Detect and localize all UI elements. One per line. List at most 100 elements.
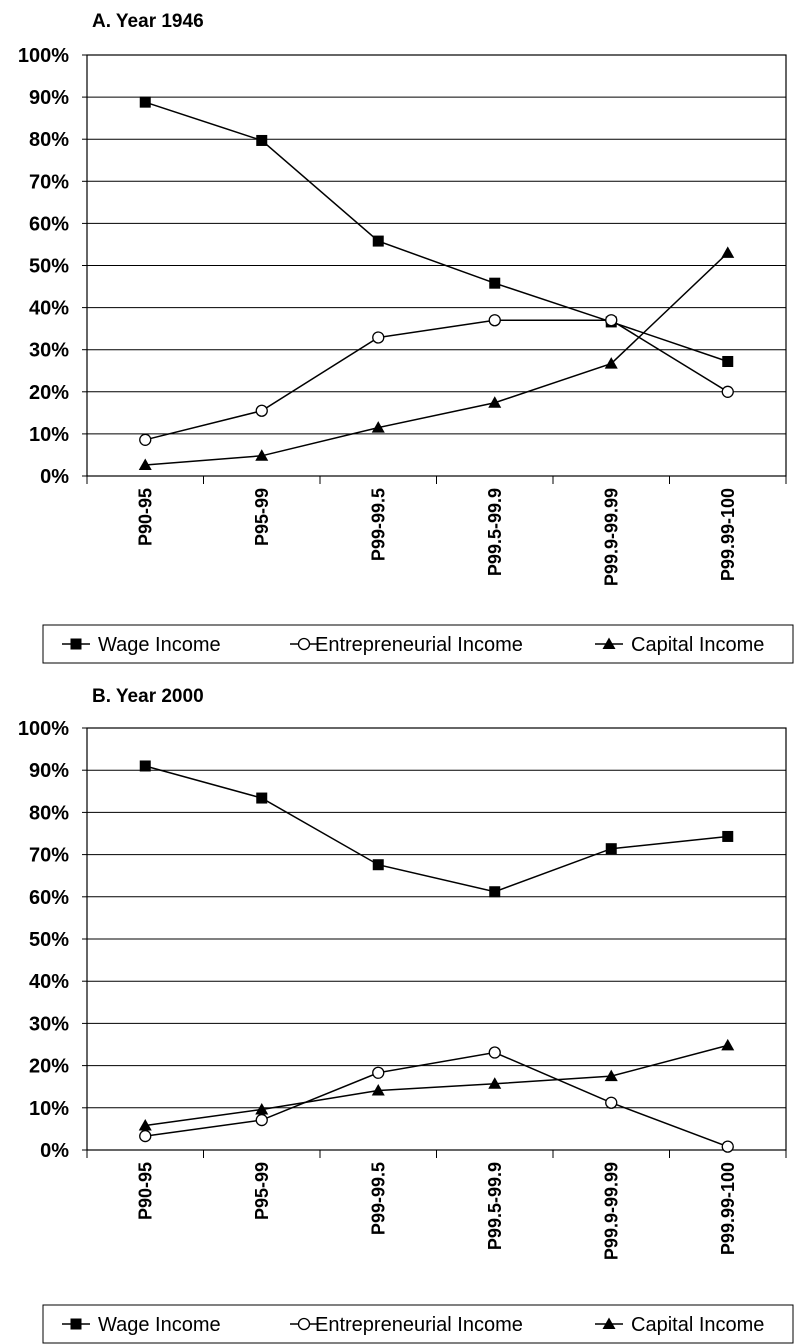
- data-point: [604, 357, 618, 369]
- series-entrepreneurial-income: [139, 1046, 734, 1153]
- data-point: [488, 314, 501, 327]
- chart-title: A. Year 1946: [92, 11, 204, 32]
- series-line: [145, 765, 728, 893]
- y-tick-label: 90%: [29, 760, 69, 782]
- y-tick-label: 70%: [29, 171, 69, 193]
- chart-title: B. Year 2000: [92, 686, 204, 707]
- y-tick-label: 80%: [29, 802, 69, 824]
- legend-label: Capital Income: [631, 634, 764, 656]
- legend-label: Capital Income: [631, 1314, 764, 1336]
- data-point: [605, 843, 617, 855]
- y-tick-label: 10%: [29, 424, 69, 446]
- legend-label: Entrepreneurial Income: [315, 634, 523, 656]
- data-point: [255, 1113, 268, 1127]
- legend-marker: [297, 1317, 311, 1331]
- legend-label: Wage Income: [98, 634, 221, 656]
- data-point: [139, 760, 151, 772]
- y-tick-label: 40%: [29, 298, 69, 320]
- data-point: [489, 277, 501, 289]
- y-tick-label: 60%: [29, 887, 69, 909]
- y-tick-label: 60%: [29, 213, 69, 235]
- data-point: [372, 235, 384, 247]
- data-point: [604, 1069, 618, 1082]
- legend-box: [42, 1304, 794, 1344]
- data-point: [721, 385, 734, 398]
- series-line: [145, 101, 728, 363]
- data-point: [139, 96, 151, 108]
- y-axis: 0% 10% 20% 30% 40% 50% 60% 70% 80% 90% 100%: [18, 45, 87, 488]
- x-tick-label: P90-95: [135, 1162, 155, 1220]
- y-tick-label: 100%: [18, 45, 69, 67]
- y-tick-label: 30%: [29, 340, 69, 362]
- data-point: [371, 1083, 385, 1096]
- y-tick-label: 30%: [29, 1013, 69, 1035]
- data-point: [139, 433, 152, 446]
- x-tick-label: P99-99.5: [368, 1162, 388, 1235]
- data-point: [372, 859, 384, 871]
- legend: Wage Income Entrepreneurial Income Capital…: [42, 1304, 794, 1344]
- legend-marker: [70, 1318, 82, 1330]
- data-point: [372, 1066, 385, 1079]
- data-point: [721, 246, 735, 258]
- data-point: [488, 1077, 502, 1089]
- legend-item-entrepreneurial-income: Entrepreneurial Income: [290, 634, 523, 656]
- data-point: [371, 421, 385, 433]
- data-point: [138, 1119, 152, 1131]
- y-tick-label: 100%: [18, 718, 69, 740]
- data-point: [721, 1140, 734, 1153]
- legend-marker: [70, 638, 82, 650]
- data-point: [605, 1096, 618, 1109]
- series-line: [145, 319, 729, 441]
- data-point: [255, 449, 269, 461]
- legend-marker: [602, 1317, 616, 1329]
- legend-marker: [297, 637, 311, 651]
- x-tick-label: P99.5-99.9: [485, 1162, 505, 1250]
- x-tick-label: P99.5-99.9: [485, 488, 505, 576]
- y-tick-label: 20%: [29, 1056, 69, 1078]
- legend: Wage Income Entrepreneurial Income Capital…: [42, 624, 794, 664]
- x-tick-label: P99.99-100: [718, 1162, 738, 1255]
- series-line: [145, 252, 729, 466]
- data-point: [372, 331, 385, 344]
- x-axis: P90-95 P95-99 P99-99.5 P99.5-99.9 P99.9-99.9…: [86, 1150, 787, 1260]
- data-point: [488, 1046, 501, 1059]
- chart-a: A. Year 1946 0% 10% 20% 30% 40% 50% 60% 70% 80% 90…: [18, 11, 794, 664]
- x-tick-label: P90-95: [135, 488, 155, 546]
- data-point: [256, 792, 268, 804]
- series-capital-income: [138, 1038, 735, 1131]
- data-point: [256, 134, 268, 146]
- x-tick-label: P99-99.5: [368, 488, 388, 561]
- legend-item-capital-income: Capital Income: [595, 1314, 764, 1336]
- data-point: [139, 1129, 152, 1143]
- legend-label: Entrepreneurial Income: [315, 1314, 523, 1336]
- y-tick-label: 10%: [29, 1098, 69, 1120]
- x-tick-label: P99.9-99.99: [601, 488, 621, 586]
- x-tick-label: P95-99: [252, 488, 272, 546]
- legend-label: Wage Income: [98, 1314, 221, 1336]
- series-entrepreneurial-income: [139, 314, 734, 446]
- series-capital-income: [138, 246, 735, 471]
- y-tick-label: 0%: [40, 1140, 69, 1162]
- y-tick-label: 50%: [29, 929, 69, 951]
- x-tick-label: P99.99-100: [718, 488, 738, 581]
- y-tick-label: 80%: [29, 129, 69, 151]
- y-tick-label: 20%: [29, 382, 69, 404]
- x-tick-label: P99.9-99.99: [601, 1162, 621, 1260]
- series-line: [145, 1051, 729, 1148]
- y-tick-label: 40%: [29, 971, 69, 993]
- legend-item-capital-income: Capital Income: [595, 634, 764, 656]
- x-tick-label: P95-99: [252, 1162, 272, 1220]
- legend-item-entrepreneurial-income: Entrepreneurial Income: [290, 1314, 523, 1336]
- data-point: [605, 314, 618, 327]
- y-tick-label: 50%: [29, 256, 69, 278]
- data-point: [255, 1102, 269, 1115]
- data-point: [255, 404, 268, 417]
- data-point: [722, 355, 734, 367]
- legend-marker: [602, 637, 616, 649]
- x-axis: P90-95 P95-99 P99-99.5 P99.5-99.9 P99.9-99.9…: [86, 476, 787, 586]
- legend-box: [42, 624, 794, 664]
- gridlines: [87, 727, 786, 1109]
- series-line: [145, 1044, 728, 1127]
- series-wage-income: [139, 760, 734, 898]
- y-axis: 0% 10% 20% 30% 40% 50% 60% 70% 80% 90% 100%: [18, 718, 87, 1162]
